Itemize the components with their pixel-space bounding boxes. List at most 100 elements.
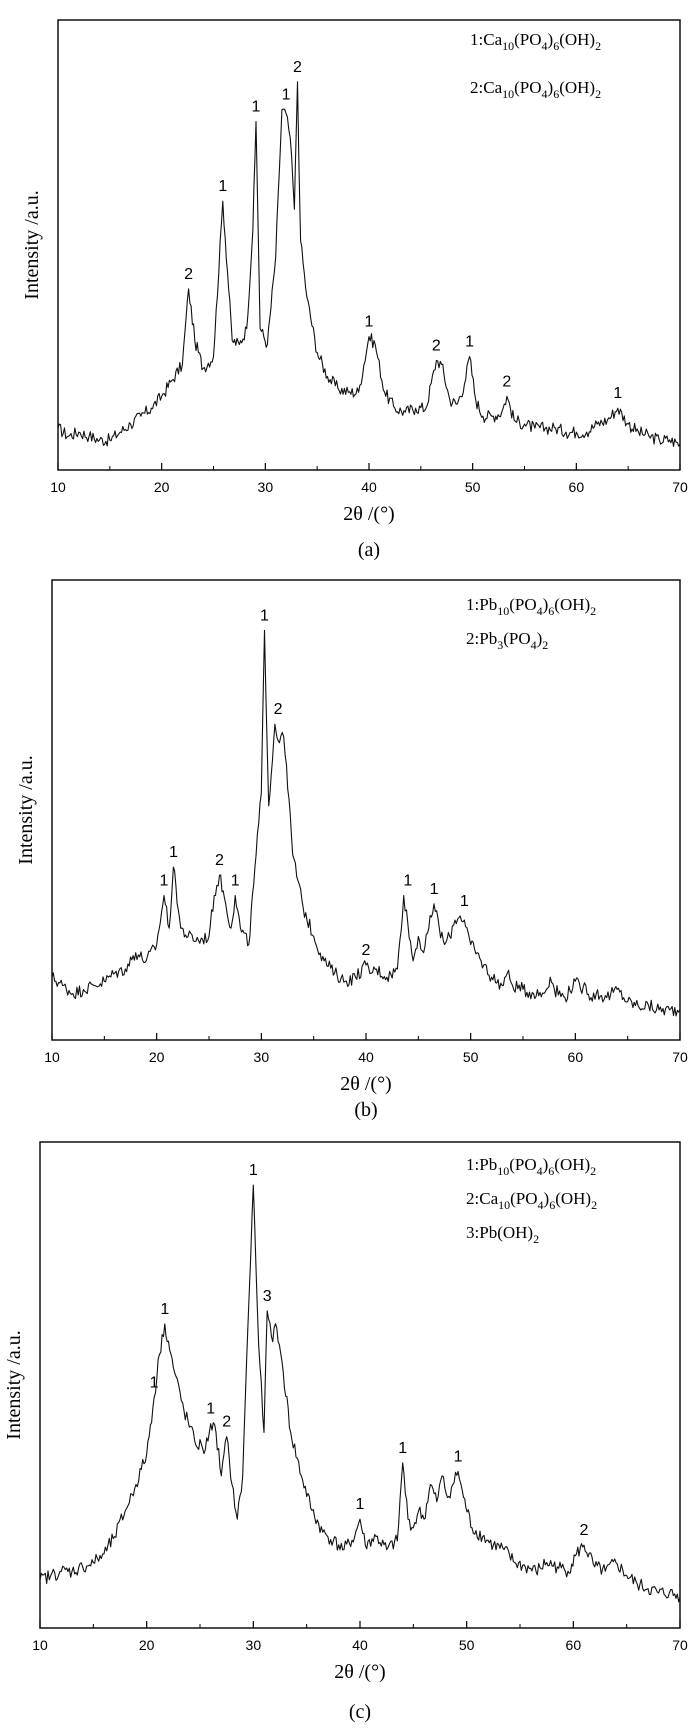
legend-formula-part: 2 — [542, 638, 548, 652]
legend-formula-part: (PO — [503, 629, 530, 648]
peak-label: 2 — [293, 59, 302, 76]
legend-formula-part: 2 — [590, 1164, 596, 1178]
legend-formula-part: 6 — [553, 87, 559, 101]
peak-label: 1 — [356, 1496, 365, 1513]
chart-panel-b: 10 20 30 40 50 60 70 2θ /(°) (b) Intensity /a.u. 1… — [15, 579, 688, 1121]
legend-formula-part: Pb — [479, 595, 497, 614]
peak-label: 2 — [502, 373, 511, 390]
legend-formula-part: (PO — [514, 30, 541, 49]
peak-label: 3 — [263, 1288, 272, 1305]
legend-formula-part: (OH) — [559, 30, 595, 49]
legend-formula-part: 6 — [549, 1198, 555, 1212]
peak-label: 1 — [365, 314, 374, 331]
peak-label: 1 — [282, 87, 291, 104]
peak-label: 1 — [398, 1440, 407, 1457]
peak-label: 1 — [465, 333, 474, 350]
legend-prefix: 2: — [466, 1189, 479, 1208]
peak-label: 1 — [454, 1448, 463, 1465]
peak-label: 2 — [362, 942, 371, 959]
x-tick-label: 70 — [672, 1637, 688, 1653]
legend-formula-part: ) — [544, 1189, 550, 1208]
legend-prefix: 1: — [470, 30, 483, 49]
legend-formula-part: 10 — [502, 87, 514, 101]
legend-formula-part: (OH) — [555, 1189, 591, 1208]
legend-formula-part: 10 — [497, 1164, 509, 1178]
peak-label: 2 — [222, 1414, 231, 1431]
legend-formula-part: Ca — [483, 30, 502, 49]
x-tick-label: 40 — [358, 1049, 374, 1065]
legend-entry: 1:Pb10(PO4)6(OH)2 — [466, 1155, 596, 1178]
legend-entry: 1:Pb10(PO4)6(OH)2 — [466, 595, 596, 618]
x-tick-label: 20 — [154, 479, 170, 495]
legend-formula-part: (OH) — [554, 595, 590, 614]
legend-prefix: 2: — [470, 78, 483, 97]
legend-prefix: 3: — [466, 1223, 479, 1242]
legend-entry: 3:Pb(OH)2 — [466, 1223, 539, 1246]
legend-formula-part: ) — [537, 629, 543, 648]
legend-formula-part: (PO — [514, 78, 541, 97]
peak-label: 1 — [150, 1375, 159, 1392]
xrd-series-line — [51, 629, 681, 1017]
legend-formula-part: 2 — [590, 604, 596, 618]
legend-formula-part: 6 — [553, 39, 559, 53]
x-tick-label: 50 — [463, 1049, 479, 1065]
peak-label: 2 — [215, 852, 224, 869]
plot-frame — [51, 579, 681, 1041]
x-tick-label: 20 — [149, 1049, 165, 1065]
x-tick-label: 40 — [361, 479, 377, 495]
x-tick-label: 10 — [50, 479, 66, 495]
plot-frame — [39, 1141, 681, 1629]
legend-entry: 2:Pb3(PO4)2 — [466, 629, 548, 652]
peak-label: 1 — [206, 1401, 215, 1418]
y-axis-label: Intensity /a.u. — [21, 190, 43, 299]
legend-prefix: 1: — [466, 595, 479, 614]
peak-label: 2 — [580, 1522, 589, 1539]
legend-formula-part: 4 — [531, 638, 537, 652]
legend-formula-part: ) — [543, 595, 549, 614]
legend-formula-part: 2 — [595, 39, 601, 53]
panel-label: (a) — [358, 539, 380, 561]
legend-prefix: 1: — [466, 1155, 479, 1174]
x-tick-label: 10 — [32, 1637, 48, 1653]
x-tick-label: 40 — [352, 1637, 368, 1653]
x-tick-label: 70 — [672, 1049, 688, 1065]
peak-label: 1 — [460, 893, 469, 910]
x-tick-label: 10 — [44, 1049, 60, 1065]
legend-formula-part: 6 — [548, 1164, 554, 1178]
legend-formula-part: ) — [548, 30, 554, 49]
y-axis-label: Intensity /a.u. — [3, 1330, 25, 1439]
legend-formula-part: ) — [548, 78, 554, 97]
legend-entry: 2:Ca10(PO4)6(OH)2 — [470, 78, 601, 101]
x-tick-label: 30 — [258, 479, 274, 495]
peak-label: 1 — [160, 1301, 169, 1318]
peak-label: 1 — [218, 178, 227, 195]
legend-formula-part: Pb — [479, 629, 497, 648]
peak-label: 2 — [274, 701, 283, 718]
legend-entry: 1:Ca10(PO4)6(OH)2 — [470, 30, 601, 53]
legend-formula-part: 2 — [533, 1232, 539, 1246]
x-tick-label: 50 — [459, 1637, 475, 1653]
x-tick-label: 30 — [246, 1637, 262, 1653]
y-axis-label: Intensity /a.u. — [15, 755, 37, 864]
legend-formula-part: 2 — [591, 1198, 597, 1212]
x-tick-label: 50 — [465, 479, 481, 495]
legend-formula-part: 3 — [497, 638, 503, 652]
legend-formula-part: 4 — [537, 604, 543, 618]
legend-formula-part: (PO — [509, 1155, 536, 1174]
x-tick-label: 20 — [139, 1637, 155, 1653]
legend-formula-part: (OH) — [559, 78, 595, 97]
legend-formula-part: 10 — [502, 39, 514, 53]
peak-label: 1 — [403, 873, 412, 890]
legend-formula-part: 10 — [497, 604, 509, 618]
peak-label: 1 — [249, 1162, 258, 1179]
peak-label: 1 — [613, 385, 622, 402]
peak-label: 1 — [160, 873, 169, 890]
legend-formula-part: 6 — [548, 604, 554, 618]
legend-formula-part: 4 — [537, 1164, 543, 1178]
peak-label: 2 — [184, 266, 193, 283]
x-tick-label: 70 — [672, 479, 688, 495]
legend-formula-part: ) — [543, 1155, 549, 1174]
panel-label: (b) — [354, 1099, 377, 1121]
xrd-series-line — [39, 1184, 681, 1603]
